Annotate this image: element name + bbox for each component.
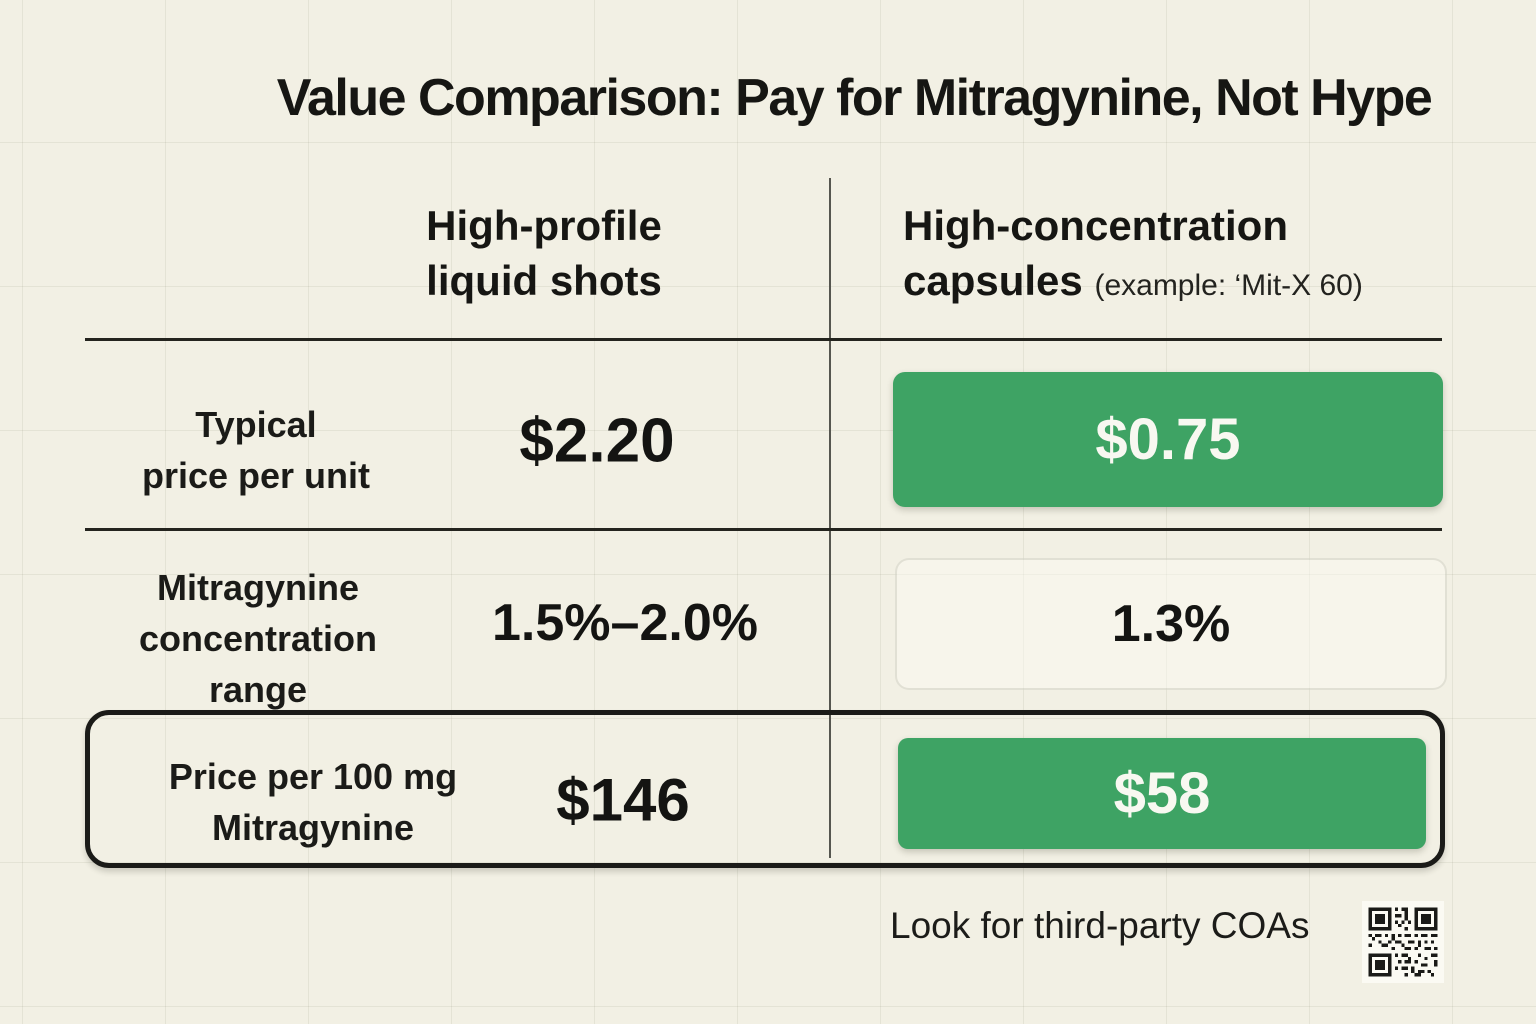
column-header-line: liquid shots	[426, 257, 662, 304]
value-capsule-price-per-100mg: $58	[1113, 761, 1211, 826]
column-header-capsules: High-concentration capsules (example: ‘M…	[903, 198, 1363, 313]
highlight-box-capsule-price-per-100mg: $58	[898, 738, 1426, 849]
footer-note: Look for third-party COAs	[890, 905, 1310, 946]
row-label-price-per-100mg: Price per 100 mg Mitragynine	[168, 756, 458, 848]
row-divider-line	[85, 528, 1442, 531]
value-capsule-price-per-unit: $0.75	[1095, 407, 1241, 472]
column-header-example-note: (example: ‘Mit-X 60)	[1094, 269, 1363, 302]
column-header-bold: capsules	[903, 257, 1083, 304]
page-title: Value Comparison: Pay for Mitragynine, N…	[276, 69, 1433, 127]
value-capsule-concentration: 1.3%	[1111, 595, 1231, 653]
qr-code-icon	[1362, 901, 1444, 983]
value-liquid-price-per-unit: $2.20	[519, 406, 675, 476]
value-liquid-price-per-100mg: $146	[556, 766, 690, 834]
column-header-line: capsules (example: ‘Mit-X 60)	[903, 253, 1363, 313]
column-header-line: High-concentration	[903, 202, 1288, 249]
column-divider-line	[829, 178, 831, 858]
highlight-box-capsule-price: $0.75	[893, 372, 1443, 507]
row-label-typical-price: Typical price per unit	[141, 404, 371, 496]
emphasized-row-box: Price per 100 mg Mitragynine $146 $58	[85, 710, 1445, 868]
box-capsule-concentration: 1.3%	[895, 558, 1447, 690]
column-header-liquid-shots: High-profile liquid shots	[426, 198, 662, 308]
column-header-line: High-profile	[426, 202, 662, 249]
value-liquid-concentration: 1.5%–2.0%	[492, 594, 758, 652]
header-underline	[85, 338, 1442, 341]
row-label-concentration-range: Mitragynine concentration range	[138, 567, 378, 710]
